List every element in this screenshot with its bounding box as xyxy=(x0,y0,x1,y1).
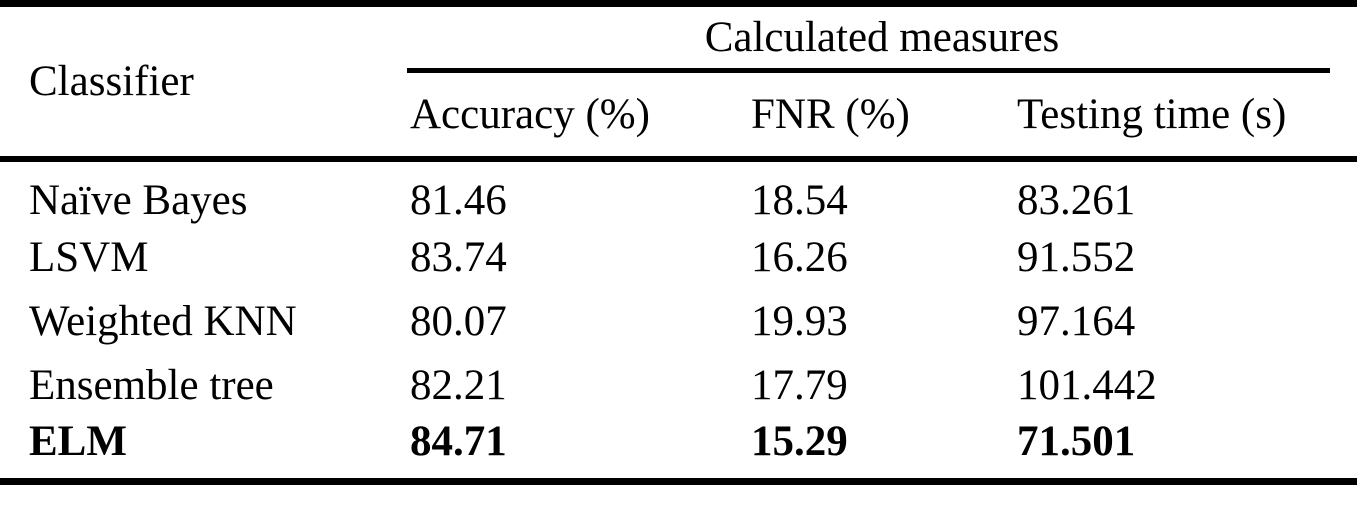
cell-accuracy: 83.74 xyxy=(410,233,507,281)
cell-testing-time: 83.261 xyxy=(1017,177,1136,224)
header-testing-time: Testing time (s) xyxy=(1014,73,1357,162)
table-row-highlighted: ELM 84.71 15.29 71.501 xyxy=(0,417,1357,482)
subheader-row: Accuracy (%) FNR (%) Testing time (s) xyxy=(0,73,1357,162)
cell-fnr: 19.93 xyxy=(751,297,848,345)
cell-fnr: 15.29 xyxy=(751,418,848,465)
cell-classifier: LSVM xyxy=(29,233,149,281)
group-header-label: Calculated measures xyxy=(704,14,1060,61)
header-accuracy: Accuracy (%) xyxy=(407,73,748,162)
table-row: LSVM 83.74 16.26 91.552 xyxy=(0,225,1357,289)
cell-accuracy: 80.07 xyxy=(410,297,507,345)
cell-classifier: ELM xyxy=(29,418,127,465)
cell-classifier: Weighted KNN xyxy=(29,297,297,345)
header-classifier: Classifier xyxy=(0,3,407,162)
table-row: Naïve Bayes 81.46 18.54 83.261 xyxy=(0,159,1357,225)
cell-testing-time: 91.552 xyxy=(1017,233,1136,281)
cell-testing-time: 71.501 xyxy=(1017,418,1136,465)
cell-classifier: Naïve Bayes xyxy=(29,177,248,224)
cell-testing-time: 101.442 xyxy=(1017,361,1157,409)
cell-fnr: 17.79 xyxy=(751,361,848,409)
cell-accuracy: 82.21 xyxy=(410,361,507,409)
cell-accuracy: 81.46 xyxy=(410,177,507,224)
table-header: Classifier Calculated measures Accuracy … xyxy=(0,3,1357,162)
cell-fnr: 18.54 xyxy=(751,177,848,224)
table-row: Weighted KNN 80.07 19.93 97.164 xyxy=(0,289,1357,353)
cell-testing-time: 97.164 xyxy=(1017,297,1136,345)
group-header-cell: Calculated measures xyxy=(407,4,1357,73)
header-fnr: FNR (%) xyxy=(748,73,1014,162)
cell-fnr: 16.26 xyxy=(751,233,848,281)
group-header-inner: Calculated measures xyxy=(407,7,1357,73)
table-row: Ensemble tree 82.21 17.79 101.442 xyxy=(0,353,1357,417)
table-body: Naïve Bayes 81.46 18.54 83.261 LSVM 83.7… xyxy=(0,159,1357,482)
cell-accuracy: 84.71 xyxy=(410,418,507,465)
group-header-rule xyxy=(407,68,1330,73)
cell-classifier: Ensemble tree xyxy=(29,361,274,409)
classifier-results-table: Classifier Calculated measures Accuracy … xyxy=(0,0,1357,485)
group-header-row: Classifier Calculated measures xyxy=(0,3,1357,162)
